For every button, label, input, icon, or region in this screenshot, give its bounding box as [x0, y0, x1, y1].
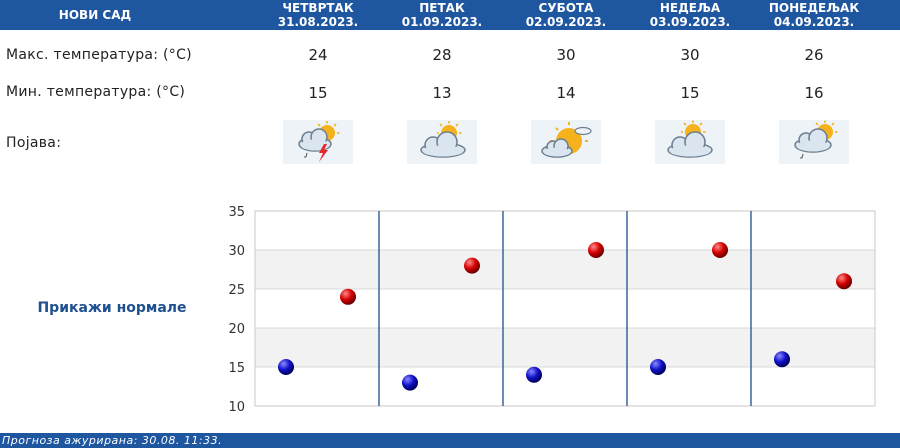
partly-cloudy-icon — [407, 120, 477, 164]
max-temp-value: 28 — [432, 46, 452, 64]
day-header-2: СУБОТА 02.09.2023. — [504, 0, 628, 30]
max-temp-label: Макс. температура: (°C) — [6, 47, 192, 63]
day-header-1: ПЕТАК 01.09.2023. — [380, 0, 504, 30]
day-name: НЕДЕЉА — [659, 1, 721, 15]
max-temp-point — [464, 257, 480, 274]
max-temp-value: 30 — [680, 46, 700, 64]
min-temp-value: 15 — [680, 84, 700, 102]
min-temp-value: 14 — [556, 84, 576, 102]
mostly-sunny-icon — [531, 120, 601, 164]
max-temp-value: 26 — [804, 46, 824, 64]
max-temp-point — [836, 273, 852, 290]
partly-cloudy-thunder-icon — [283, 120, 353, 164]
day-date: 04.09.2023. — [773, 15, 855, 29]
min-temp-point — [402, 374, 418, 391]
min-temp-point — [774, 351, 790, 368]
partly-cloudy-icon — [655, 120, 725, 164]
day-header-0: ЧЕТВРТАК 31.08.2023. — [256, 0, 380, 30]
city-name: НОВИ САД — [58, 8, 132, 22]
day-header-4: ПОНЕДЕЉАК 04.09.2023. — [752, 0, 876, 30]
show-normals-link[interactable]: Прикажи нормале — [37, 300, 187, 316]
min-temp-value: 16 — [804, 84, 824, 102]
min-temp-point — [526, 366, 542, 383]
grid-band — [255, 328, 875, 367]
day-date: 03.09.2023. — [649, 15, 731, 29]
day-name: СУБОТА — [538, 1, 594, 15]
partly-cloudy-rain-icon — [779, 120, 849, 164]
grid-band — [255, 250, 875, 289]
min-temp-point — [650, 359, 666, 375]
y-tick-label: 20 — [228, 322, 245, 337]
day-header-3: НЕДЕЉА 03.09.2023. — [628, 0, 752, 30]
y-tick-label: 25 — [228, 283, 245, 298]
forecast-header: НОВИ САД ЧЕТВРТАК 31.08.2023. ПЕТАК 01.0… — [0, 0, 900, 30]
min-temp-point — [278, 359, 294, 375]
y-tick-label: 30 — [228, 244, 245, 259]
min-temp-value: 15 — [308, 84, 328, 102]
day-date: 01.09.2023. — [401, 15, 483, 29]
day-name: ЧЕТВРТАК — [282, 1, 354, 15]
day-date: 02.09.2023. — [525, 15, 607, 29]
max-temp-point — [712, 242, 728, 258]
temperature-chart: 10 15 20 25 30 35 — [228, 205, 876, 415]
max-temp-point — [340, 288, 356, 305]
day-name: ПОНЕДЕЉАК — [768, 1, 860, 15]
forecast-updated-text: Прогноза ажурирана: 30.08. 11:33. — [2, 434, 223, 447]
max-temp-value: 24 — [308, 46, 328, 64]
day-name: ПЕТАК — [419, 1, 465, 15]
max-temp-value: 30 — [556, 46, 576, 64]
min-temp-label: Мин. температура: (°C) — [6, 84, 186, 100]
day-date: 31.08.2023. — [277, 15, 359, 29]
phenomenon-label: Појава: — [6, 135, 62, 151]
forecast-footer: Прогноза ажурирана: 30.08. 11:33. — [0, 433, 900, 448]
y-tick-label: 15 — [228, 361, 245, 376]
max-temp-point — [588, 242, 604, 258]
y-tick-label: 10 — [228, 400, 245, 415]
min-temp-value: 13 — [432, 84, 452, 102]
y-tick-label: 35 — [228, 205, 245, 220]
plot-frame — [254, 210, 876, 407]
